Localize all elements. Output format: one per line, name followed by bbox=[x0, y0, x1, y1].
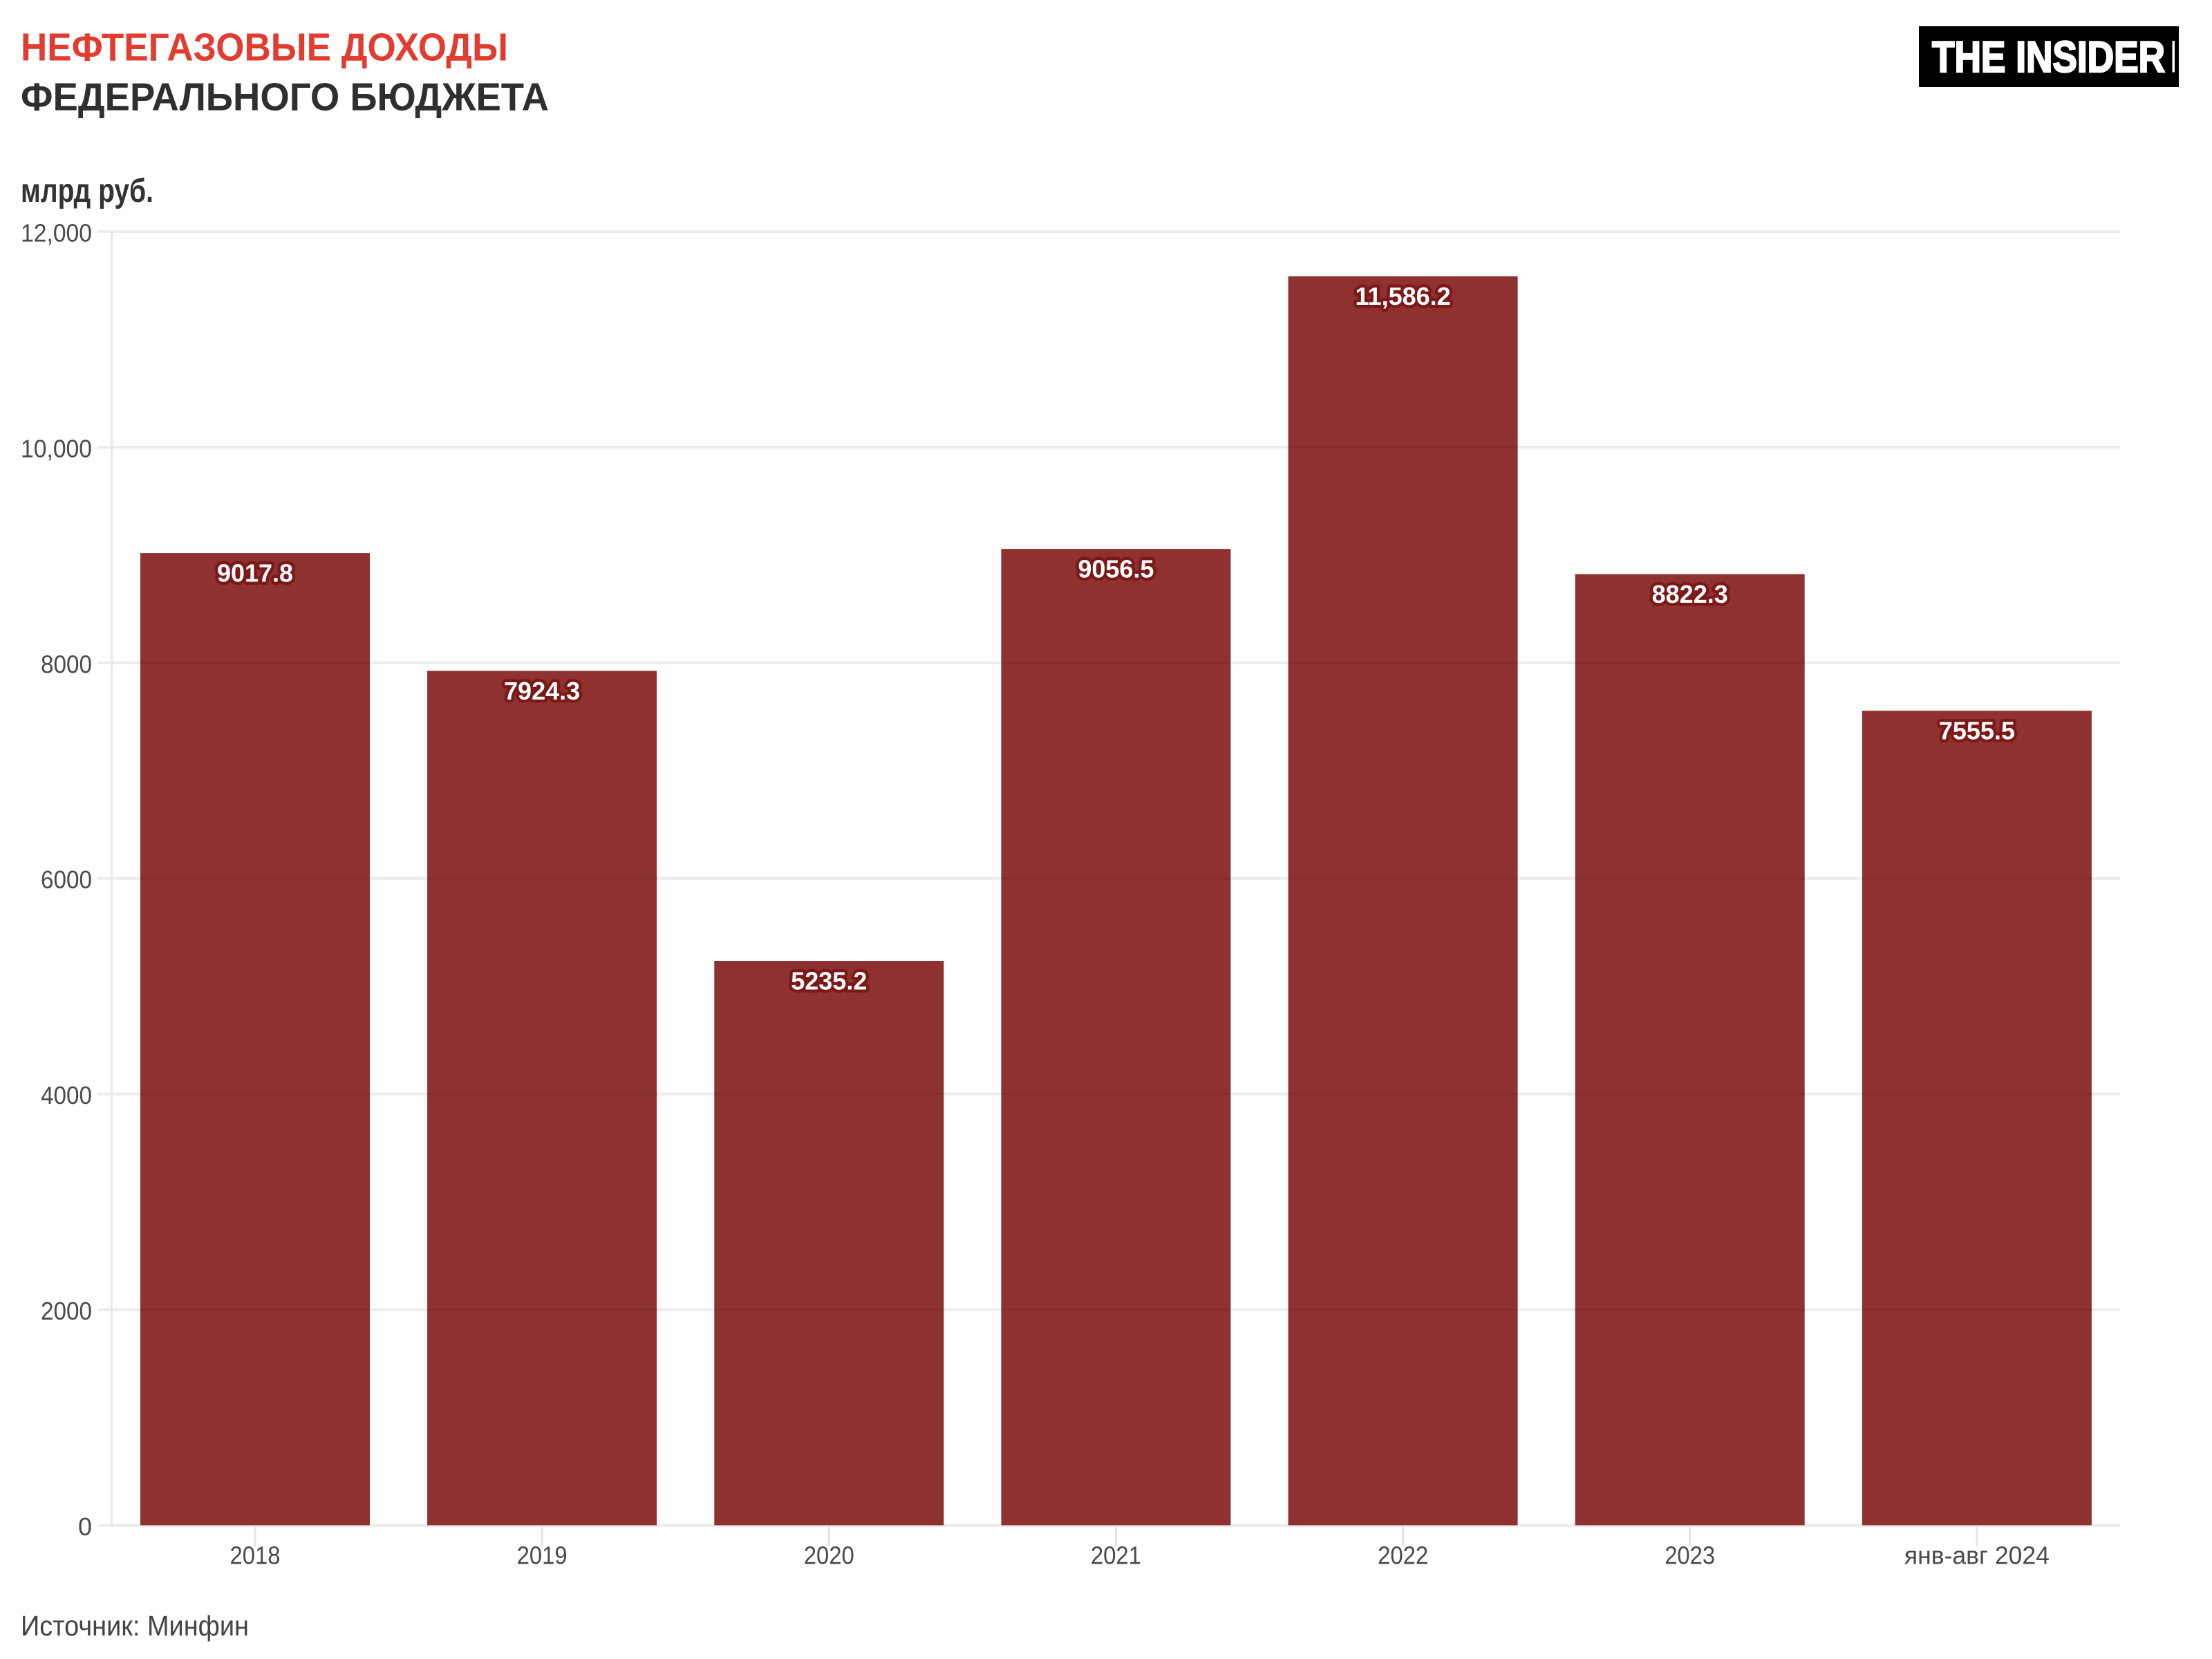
svg-text:2020: 2020 bbox=[804, 1541, 854, 1569]
svg-text:ФЕДЕРАЛЬНОГО БЮДЖЕТА: ФЕДЕРАЛЬНОГО БЮДЖЕТА bbox=[21, 75, 549, 120]
svg-text:11,586.2: 11,586.2 bbox=[1356, 282, 1451, 310]
svg-text:янв-авг 2024: янв-авг 2024 bbox=[1904, 1541, 2050, 1569]
svg-text:12,000: 12,000 bbox=[21, 218, 92, 247]
svg-text:Источник: Минфин: Источник: Минфин bbox=[21, 1610, 249, 1642]
svg-text:2023: 2023 bbox=[1665, 1541, 1715, 1569]
svg-text:9017.8: 9017.8 bbox=[217, 559, 293, 588]
svg-text:9056.5: 9056.5 bbox=[1078, 555, 1154, 583]
svg-text:4000: 4000 bbox=[41, 1081, 92, 1109]
svg-text:6000: 6000 bbox=[41, 865, 92, 894]
svg-text:0: 0 bbox=[78, 1512, 92, 1541]
svg-text:7555.5: 7555.5 bbox=[1939, 717, 2015, 745]
svg-text:2000: 2000 bbox=[41, 1297, 92, 1325]
svg-text:млрд руб.: млрд руб. bbox=[21, 173, 153, 209]
svg-text:10,000: 10,000 bbox=[21, 434, 92, 462]
svg-text:5235.2: 5235.2 bbox=[791, 967, 867, 995]
svg-text:2018: 2018 bbox=[230, 1541, 281, 1569]
svg-text:THE INSIDER: THE INSIDER bbox=[1932, 33, 2165, 82]
svg-text:8000: 8000 bbox=[41, 650, 92, 678]
svg-text:2021: 2021 bbox=[1091, 1541, 1141, 1569]
svg-text:НЕФТЕГАЗОВЫЕ ДОХОДЫ: НЕФТЕГАЗОВЫЕ ДОХОДЫ bbox=[21, 26, 508, 70]
svg-text:8822.3: 8822.3 bbox=[1652, 580, 1728, 608]
svg-text:2019: 2019 bbox=[517, 1541, 568, 1569]
svg-text:2022: 2022 bbox=[1378, 1541, 1428, 1569]
svg-text:7924.3: 7924.3 bbox=[504, 677, 580, 705]
